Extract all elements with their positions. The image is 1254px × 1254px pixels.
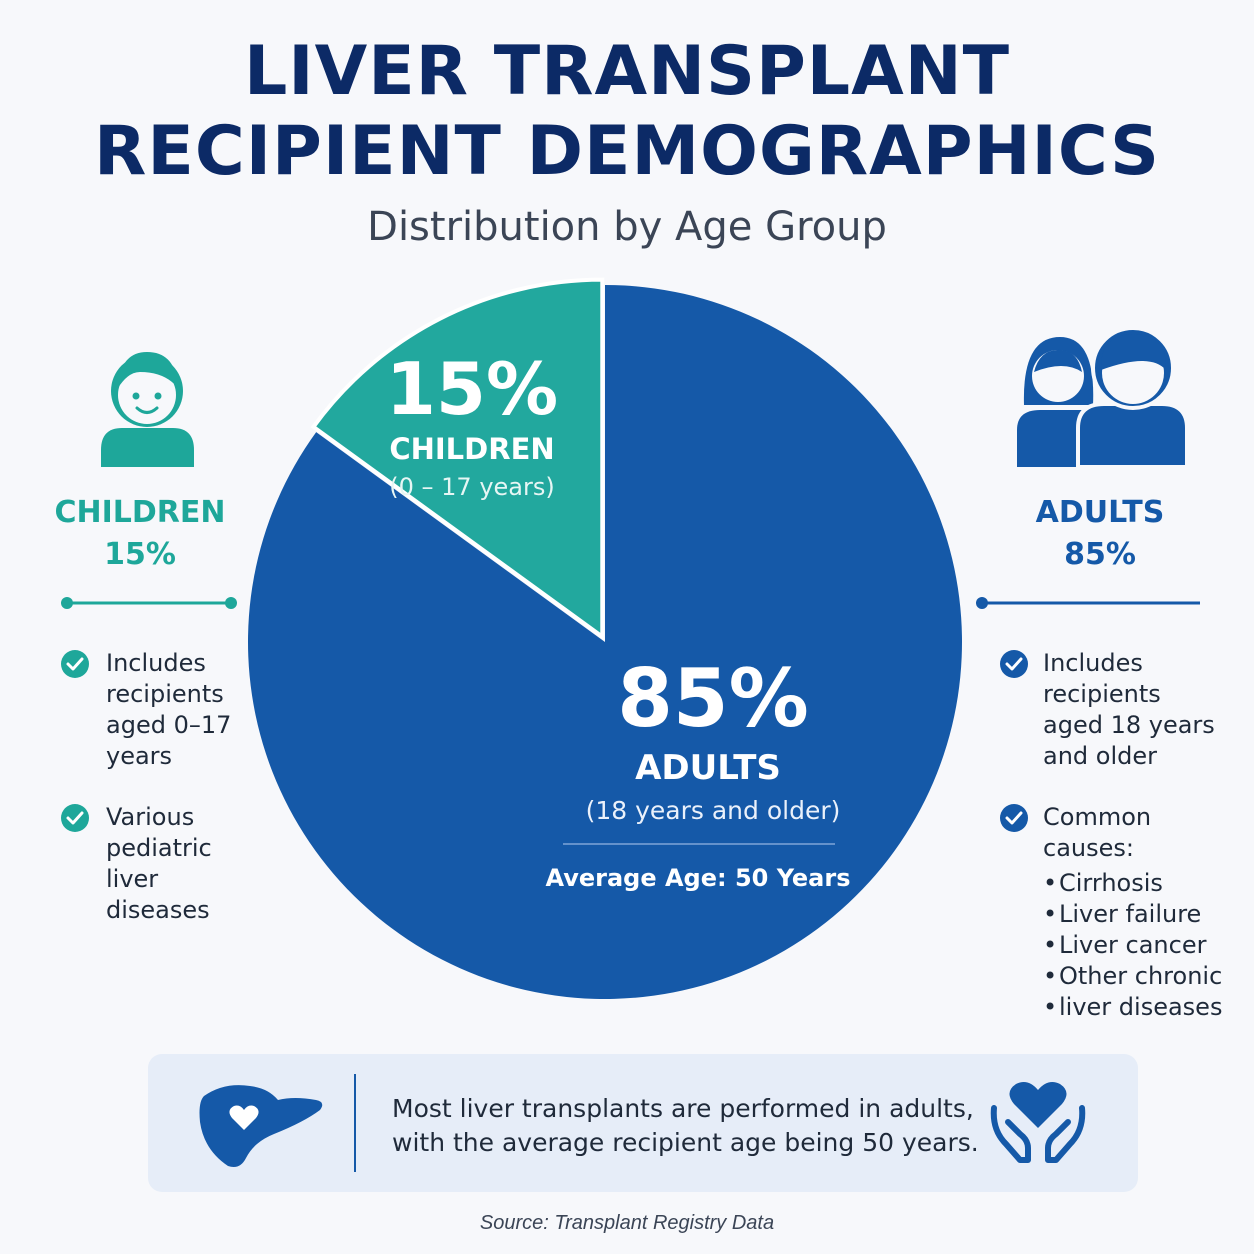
page-title-line2: RECIPIENT DEMOGRAPHICS <box>94 112 1160 191</box>
children-bullet-1-line: Includes <box>106 649 206 677</box>
adults-summary: ADULTS 85% <box>1000 492 1200 576</box>
children-bullet-2-line: Various <box>106 803 195 831</box>
children-bullet-2-line: diseases <box>106 896 210 924</box>
adults-bullet-1-line: aged 18 years <box>1043 711 1215 739</box>
adults-bullet-1-line: Includes <box>1043 649 1143 677</box>
source-note: Source: Transplant Registry Data <box>479 1212 775 1234</box>
children-bullet-2-line: pediatric liver <box>106 834 212 893</box>
right-check-icon-2 <box>1000 804 1028 832</box>
children-percent: 15% <box>104 537 176 572</box>
adults-causes-list: Cirrhosis Liver failure Liver cancer Oth… <box>1043 868 1243 1023</box>
average-age-annotation: Average Age: 50 Years <box>546 864 851 892</box>
cause-item: Liver failure <box>1043 899 1243 930</box>
adults-bullet-1-line: recipients <box>1043 680 1161 708</box>
adults-slice-label: ADULTS <box>635 748 781 788</box>
banner-divider <box>354 1074 356 1172</box>
adults-bullet-1: Includes recipients aged 18 years and ol… <box>1043 648 1223 772</box>
children-bullet-2: Various pediatric liver diseases <box>106 802 266 926</box>
right-connector <box>976 597 1200 609</box>
children-slice-label: CHILDREN <box>389 432 554 466</box>
left-connector <box>61 597 237 609</box>
adults-slice-range: (18 years and older) <box>586 796 841 825</box>
children-summary: CHILDREN 15% <box>40 492 240 576</box>
adults-bullet-1-line: and older <box>1043 742 1157 770</box>
children-heading: CHILDREN <box>54 495 226 530</box>
banner-message: Most liver transplants are performed in … <box>392 1092 992 1160</box>
page-title-line1: LIVER TRANSPLANT <box>243 32 1011 111</box>
adults-heading: ADULTS <box>1035 495 1165 530</box>
adults-bullet-2: Common causes: Cirrhosis Liver failure L… <box>1043 802 1243 1023</box>
adults-percent: 85% <box>1064 537 1136 572</box>
children-bullet-1-line: years <box>106 742 173 770</box>
child-icon <box>101 352 194 467</box>
adults-slice-value: 85% <box>617 652 808 745</box>
cause-item: liver diseases <box>1043 992 1243 1023</box>
left-check-icon-2 <box>61 804 89 832</box>
right-check-icon-1 <box>1000 650 1028 678</box>
summary-banner: Most liver transplants are performed in … <box>148 1054 1138 1192</box>
page-subtitle: Distribution by Age Group <box>367 204 887 250</box>
banner-line: with the average recipient age being 50 … <box>392 1128 979 1157</box>
children-bullet-1-line: aged 0–17 <box>106 711 232 739</box>
children-bullet-1: Includes recipients aged 0–17 years <box>106 648 256 772</box>
banner-line: Most liver transplants are performed in … <box>392 1094 974 1123</box>
children-slice-value: 15% <box>386 347 558 431</box>
cause-item: Other chronic <box>1043 961 1243 992</box>
adults-icon <box>1017 326 1189 469</box>
left-check-icon-1 <box>61 650 89 678</box>
heart-in-hands-icon <box>990 1082 1086 1163</box>
children-bullet-1-line: recipients <box>106 680 224 708</box>
children-slice-range: (0 – 17 years) <box>389 473 554 501</box>
cause-item: Liver cancer <box>1043 930 1243 961</box>
pie-slice-children <box>310 277 605 641</box>
liver-heart-icon <box>199 1085 323 1167</box>
adults-causes-title: Common causes: <box>1043 803 1152 862</box>
cause-item: Cirrhosis <box>1043 868 1243 899</box>
pie-slice-adults <box>247 285 963 999</box>
